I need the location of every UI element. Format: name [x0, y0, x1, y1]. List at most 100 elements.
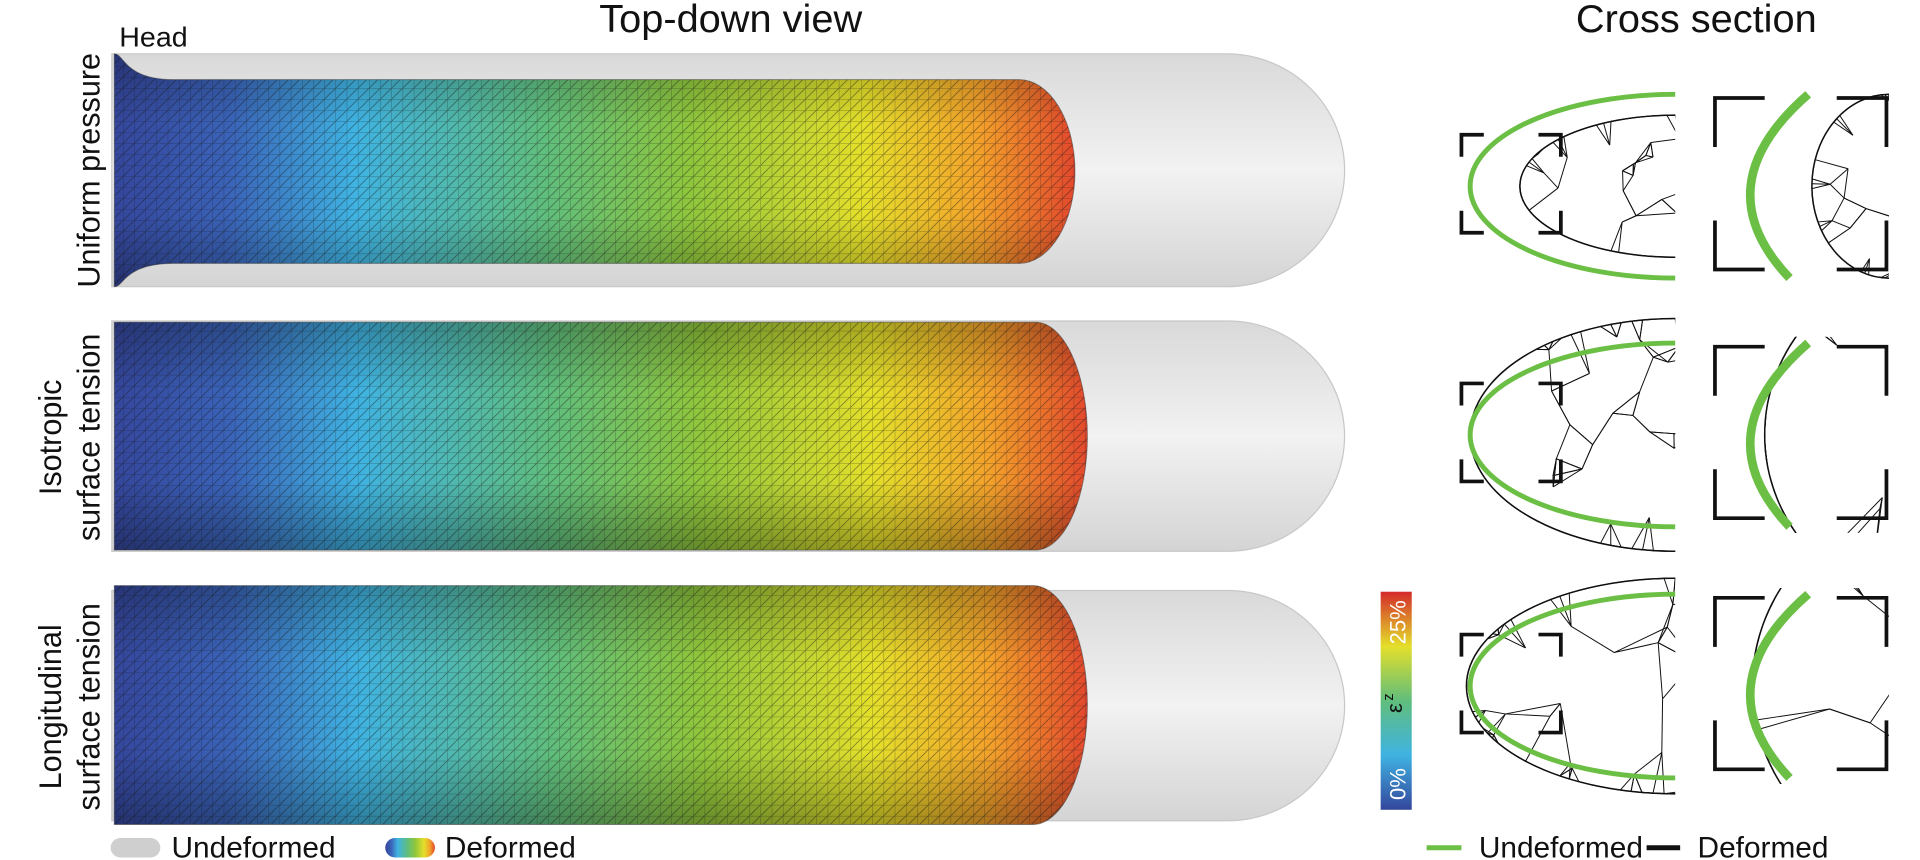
mesh-edge	[1492, 633, 1499, 636]
mesh-edge	[1742, 440, 1743, 466]
mesh-edge	[1842, 578, 1858, 587]
mesh-edge	[1909, 503, 1919, 504]
mesh-edge	[1899, 505, 1909, 507]
mesh-edge	[1649, 431, 1675, 449]
mesh-edge	[1531, 158, 1545, 174]
mesh-edge	[1821, 561, 1828, 567]
mesh-edge	[1717, 189, 1720, 198]
undeformed-outline	[1745, 590, 1812, 781]
mesh-edge	[1911, 604, 1920, 605]
deformed-outline	[1519, 114, 1676, 258]
mesh-edge	[1673, 433, 1676, 435]
mesh-edge	[1875, 272, 1884, 275]
mesh-edge	[1802, 315, 1814, 329]
mesh-edge	[1720, 182, 1732, 198]
mesh-edge	[1814, 555, 1828, 567]
mesh-edge	[1798, 807, 1812, 821]
mesh-edge	[1884, 272, 1902, 328]
mesh-edge	[1787, 647, 1810, 670]
mesh-edge	[1836, 839, 1853, 849]
mesh-edge	[1814, 555, 1821, 561]
mesh-edge	[1835, 292, 1843, 297]
mesh-edge	[1911, 263, 1920, 265]
mesh-edge	[1666, 115, 1676, 132]
mesh-edge	[1801, 180, 1811, 194]
mesh-edge	[1610, 324, 1618, 338]
mesh-edge	[1843, 168, 1849, 199]
mesh-edge	[1667, 360, 1676, 363]
mesh-edge	[1844, 523, 1853, 528]
mesh-edge	[1855, 588, 1864, 597]
mesh-edge	[1903, 266, 1911, 271]
mesh-edge	[1528, 187, 1559, 211]
cross-section-zoom	[1745, 263, 1920, 606]
mesh-edge	[1805, 551, 1812, 558]
mesh-edge	[1879, 497, 1883, 509]
mesh-edge	[1787, 630, 1806, 647]
cross-section-zoom	[1745, 91, 1920, 282]
deformed-outline	[1763, 336, 1797, 533]
mesh-edge	[1664, 791, 1676, 795]
mesh-edge	[1836, 528, 1844, 533]
mesh-edge	[1650, 138, 1676, 144]
mesh-edge	[1802, 615, 1825, 619]
mesh-edge	[1805, 814, 1820, 827]
mesh-edge	[1649, 431, 1674, 435]
mesh-edge	[1672, 578, 1676, 605]
mesh-edge	[1820, 539, 1828, 545]
mesh-edge	[1909, 503, 1920, 505]
mesh-edge	[1907, 137, 1920, 145]
mesh-edge	[1877, 497, 1883, 533]
mesh-edge	[1833, 121, 1854, 136]
mesh-edge	[1899, 503, 1919, 506]
mesh-edge	[1858, 579, 1871, 587]
mesh-edge	[1716, 136, 1740, 151]
mesh-edge	[1910, 226, 1920, 264]
mesh-edge	[1780, 783, 1782, 785]
mesh-edge	[1781, 403, 1783, 459]
mesh-edge	[1632, 391, 1641, 416]
mesh-edge	[1612, 412, 1633, 416]
mesh-edge	[1780, 783, 1782, 785]
mesh-edge	[1505, 713, 1550, 717]
mesh-edge	[1780, 162, 1802, 180]
mesh-edge	[1786, 573, 1792, 581]
mesh-edge	[1559, 767, 1573, 777]
mesh-edge	[1674, 115, 1676, 118]
mesh-edge	[1642, 517, 1650, 550]
mesh-edge	[1510, 619, 1526, 649]
mesh-edge	[1610, 523, 1622, 548]
mesh-edge	[1781, 403, 1878, 417]
mesh-edge	[1788, 194, 1811, 205]
legend-label: Undeformed	[1479, 832, 1643, 860]
mesh-edge	[1808, 322, 1825, 336]
mesh-edge	[1674, 318, 1676, 323]
mesh-edge	[1835, 573, 1850, 583]
mesh-edge	[1868, 258, 1871, 275]
mesh-edge	[1902, 267, 1903, 271]
mesh-edge	[1674, 578, 1676, 579]
head-label: Head	[119, 22, 187, 54]
mesh-edge	[1907, 137, 1918, 138]
colorbar: 25% 0% ε z	[1380, 591, 1412, 810]
mesh-edge	[1673, 446, 1676, 449]
top-down-views	[111, 53, 1346, 825]
mesh-edge	[1717, 182, 1732, 189]
mesh-edge	[1720, 182, 1732, 198]
mesh-edge	[1789, 477, 1843, 496]
mesh-edge	[1570, 625, 1615, 653]
mesh-edge	[1902, 603, 1920, 606]
mesh-edge	[1645, 142, 1652, 156]
mesh-edge	[1661, 199, 1676, 213]
mesh-edge	[1865, 208, 1889, 217]
mesh-edge	[1899, 219, 1920, 225]
mesh-edge	[1812, 821, 1819, 827]
colorbar-gradient	[1380, 591, 1412, 810]
mesh-edge	[1827, 528, 1844, 539]
zoom-bracket	[1713, 344, 1889, 521]
mesh-edge	[1812, 545, 1819, 551]
mesh-edge	[1835, 292, 1843, 297]
mesh-edge	[1553, 468, 1583, 488]
mesh-edge	[1903, 264, 1920, 270]
mesh-edge	[1783, 417, 1878, 459]
